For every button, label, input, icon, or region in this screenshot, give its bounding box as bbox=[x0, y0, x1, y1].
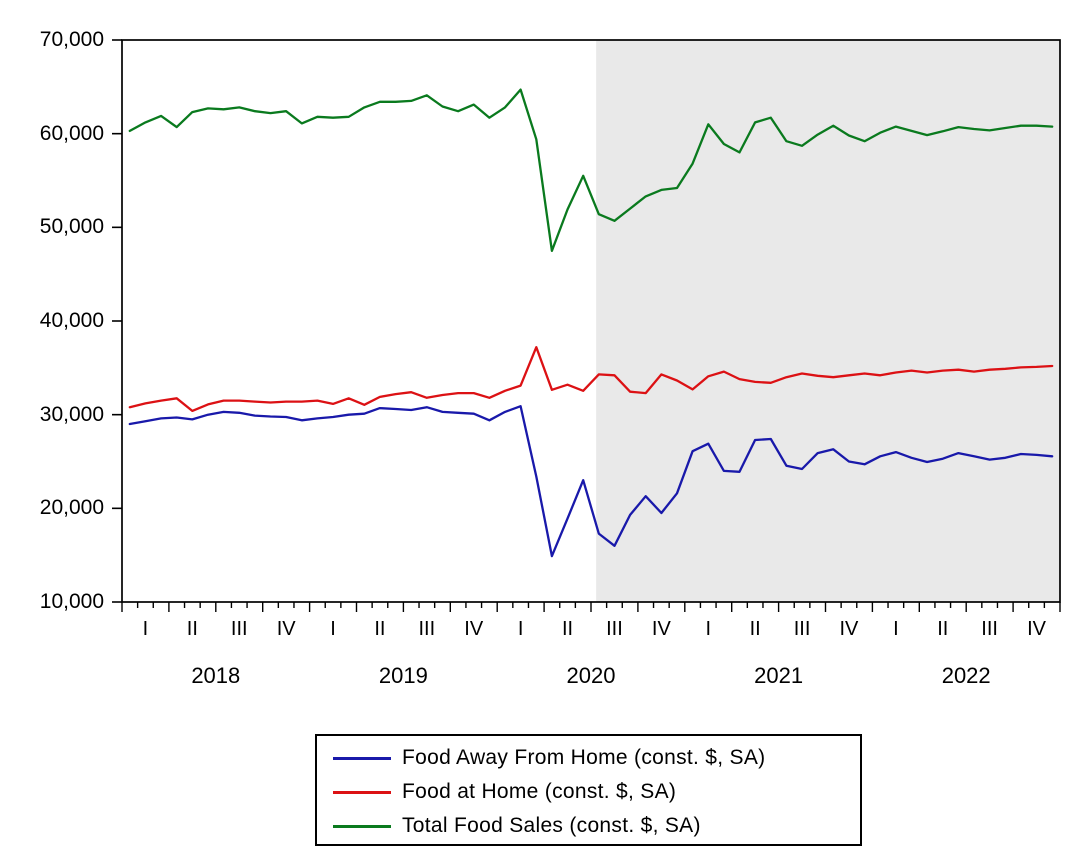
legend-label-total-food-sales: Total Food Sales (const. $, SA) bbox=[402, 814, 701, 837]
quarter-label: III bbox=[606, 618, 623, 640]
quarter-label: II bbox=[937, 618, 949, 640]
legend-line-red bbox=[333, 790, 391, 794]
quarter-label: IV bbox=[839, 618, 859, 640]
quarter-label: I bbox=[893, 618, 899, 640]
quarter-label: I bbox=[142, 618, 149, 640]
y-axis-label: 10,000 bbox=[39, 590, 104, 613]
legend-item-food-away-from-home: Food Away From Home (const. $, SA) bbox=[317, 741, 860, 775]
quarter-label: I bbox=[330, 618, 336, 640]
year-label: 2021 bbox=[754, 663, 804, 688]
quarter-label: III bbox=[981, 618, 998, 640]
quarter-label: II bbox=[749, 618, 761, 640]
legend-item-total-food-sales: Total Food Sales (const. $, SA) bbox=[317, 809, 860, 843]
quarter-label: II bbox=[374, 618, 386, 640]
quarter-label: IV bbox=[464, 618, 484, 640]
quarter-label: IV bbox=[651, 618, 671, 640]
year-label: 2020 bbox=[566, 663, 616, 688]
legend-line-blue bbox=[333, 756, 391, 760]
year-label: 2022 bbox=[941, 663, 991, 688]
quarter-label: IV bbox=[276, 618, 296, 640]
y-axis-label: 20,000 bbox=[39, 496, 104, 520]
legend-line-green bbox=[333, 824, 391, 828]
y-axis-label: 60,000 bbox=[39, 121, 104, 145]
legend-label-food-at-home: Food at Home (const. $, SA) bbox=[402, 780, 677, 803]
year-label: 2018 bbox=[191, 663, 241, 688]
y-axis-label: 70,000 bbox=[39, 28, 104, 51]
quarter-label: III bbox=[418, 618, 436, 640]
legend-label-food-away-from-home: Food Away From Home (const. $, SA) bbox=[402, 746, 766, 769]
quarter-label: II bbox=[561, 618, 574, 640]
y-axis-label: 50,000 bbox=[39, 215, 104, 239]
y-axis-label: 30,000 bbox=[39, 402, 104, 426]
y-axis-label: 40,000 bbox=[39, 309, 104, 332]
series-line-total-food-sales-const-sa bbox=[128, 88, 1054, 252]
quarter-label: IV bbox=[1027, 618, 1046, 640]
legend: Food Away From Home (const. $, SA) Food … bbox=[315, 734, 862, 846]
quarter-label: II bbox=[186, 618, 198, 640]
quarter-label: III bbox=[230, 618, 248, 640]
quarter-label: I bbox=[517, 618, 524, 640]
series-line-food-away-from-home-const-sa bbox=[128, 405, 1054, 558]
quarter-label: III bbox=[793, 618, 811, 640]
forecast-shading-band bbox=[596, 40, 1060, 602]
legend-item-food-at-home: Food at Home (const. $, SA) bbox=[317, 775, 860, 809]
series-line-food-at-home-const-sa bbox=[128, 346, 1054, 413]
year-label: 2019 bbox=[378, 663, 428, 688]
quarter-label: I bbox=[705, 618, 712, 640]
